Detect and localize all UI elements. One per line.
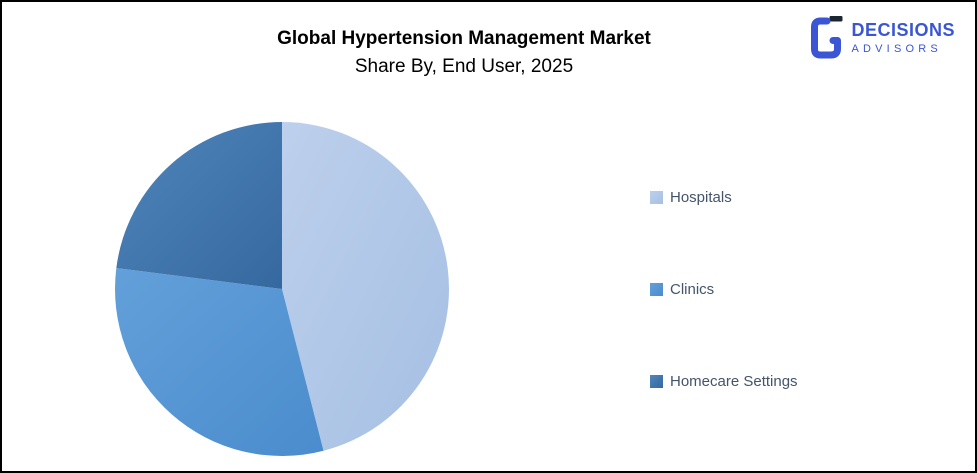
legend-item-homecare-settings: Homecare Settings: [650, 371, 798, 391]
pie-chart: [115, 122, 449, 456]
legend-item-clinics: Clinics: [650, 279, 798, 299]
chart-subtitle: Share By, End User, 2025: [354, 56, 574, 77]
legend-label: Homecare Settings: [670, 372, 798, 390]
pie-slice-hospitals: [282, 122, 449, 451]
pie-slice-homecare-settings: [116, 122, 282, 289]
legend-swatch-homecare-settings: [650, 374, 663, 388]
brand-logo: DECISIONS ADVISORS: [808, 14, 955, 65]
brand-tagline: ADVISORS: [851, 43, 942, 55]
legend: Hospitals Clinics Homecare Settings: [650, 187, 798, 463]
legend-label: Clinics: [670, 280, 715, 298]
brand-name: DECISIONS: [851, 20, 955, 40]
brand-logo-text: DECISIONS ADVISORS: [851, 20, 955, 56]
pie-slice-clinics: [115, 268, 324, 456]
chart-header: Global Hypertension Management Market Sh…: [2, 28, 926, 78]
legend-item-hospitals: Hospitals: [650, 187, 798, 207]
decisions-g-icon: [808, 14, 844, 65]
legend-label: Hospitals: [670, 188, 732, 206]
chart-title: Global Hypertension Management Market: [277, 28, 651, 49]
legend-swatch-clinics: [650, 282, 663, 296]
legend-swatch-hospitals: [650, 190, 663, 204]
